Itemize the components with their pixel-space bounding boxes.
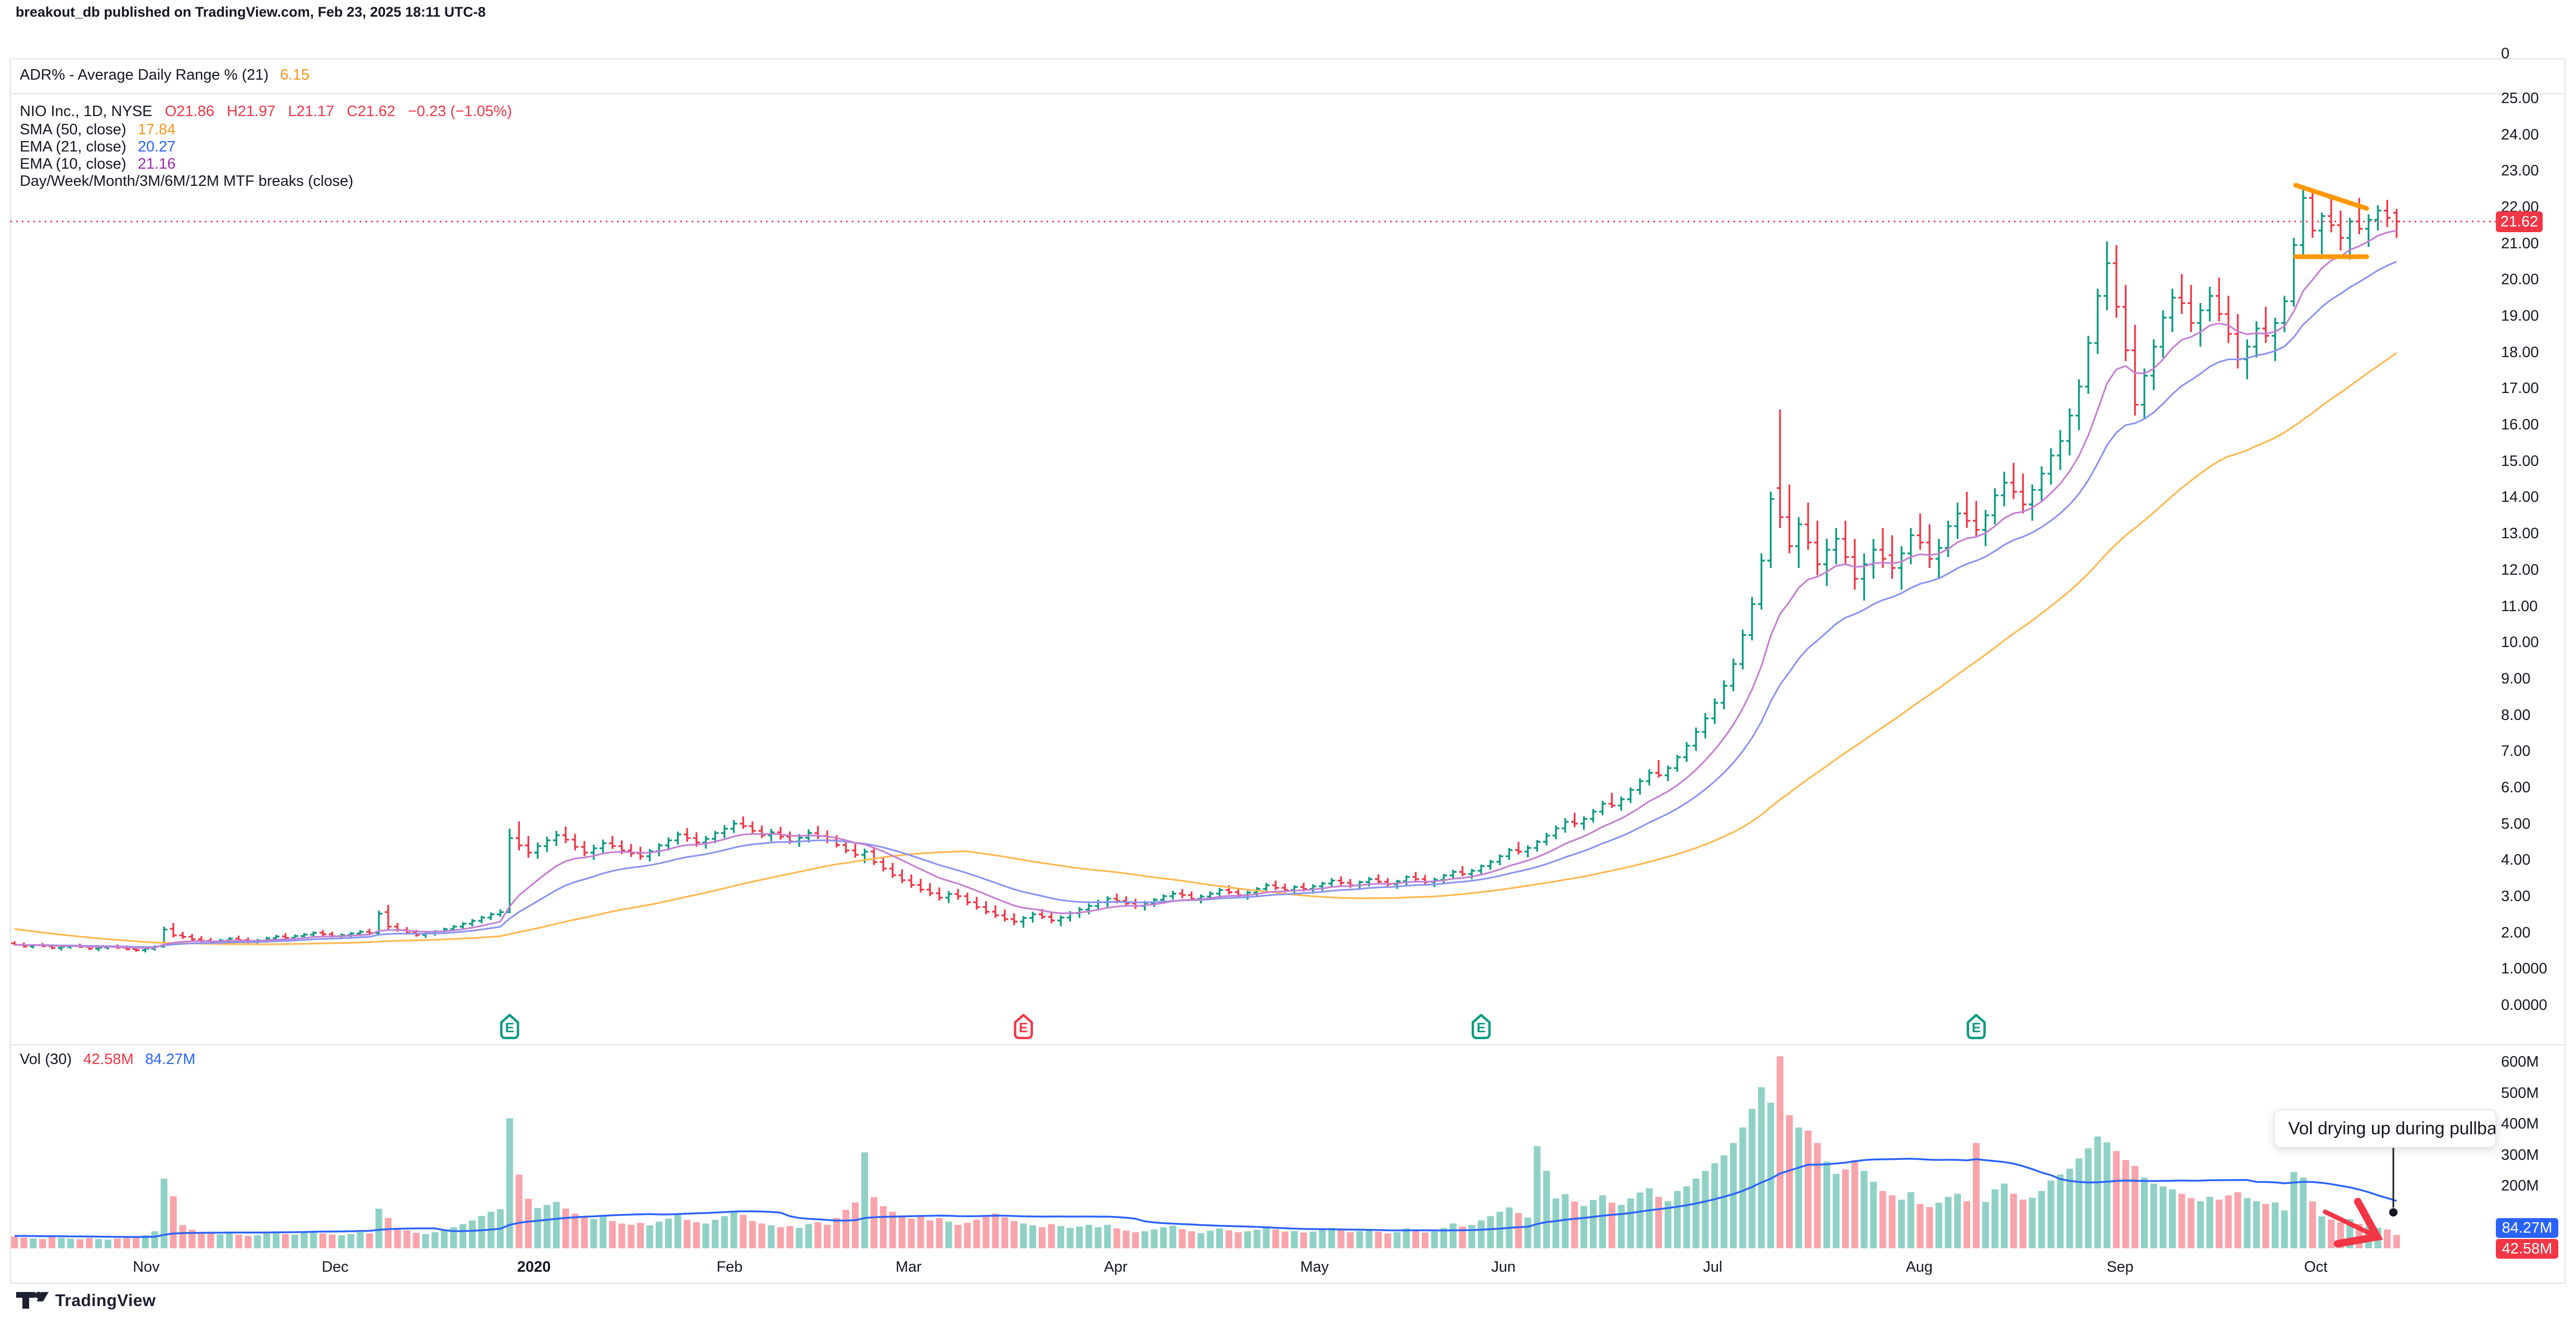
- last-price-badge[interactable]: 21.62: [2496, 211, 2543, 232]
- adr-legend: ADR% - Average Daily Range % (21) 6.15: [20, 67, 310, 84]
- wedge-upper-trendline[interactable]: [2293, 183, 2369, 211]
- price-axis-label: 7.00: [2501, 743, 2531, 760]
- price-axis-label: 20.00: [2501, 271, 2539, 288]
- volume-last-badge[interactable]: 42.58M: [2496, 1239, 2558, 1259]
- snapshot-header: breakout_db published on TradingView.com…: [16, 4, 486, 20]
- price-axis-label: 15.00: [2501, 452, 2539, 470]
- price-axis-label: 18.00: [2501, 344, 2539, 361]
- time-axis-label: Aug: [1906, 1259, 1933, 1275]
- price-axis-label: 3.00: [2501, 888, 2531, 905]
- divider-adr-price[interactable]: [10, 93, 2565, 94]
- volume-axis-label: 300M: [2501, 1146, 2539, 1163]
- tradingview-glyph: [16, 1291, 49, 1309]
- price-axis-label: 1.0000: [2501, 960, 2547, 978]
- annotation-callout[interactable]: Vol drying up during pullback: [2274, 1109, 2496, 1148]
- symbol-legend: NIO Inc., 1D, NYSE O21.86 H21.97 L21.17 …: [20, 103, 512, 120]
- svg-text:E: E: [1476, 1020, 1485, 1035]
- price-axis-label: 11.00: [2501, 598, 2538, 615]
- price-axis-label: 23.00: [2501, 162, 2539, 180]
- time-axis-label: Feb: [717, 1259, 743, 1275]
- price-axis-label: 24.00: [2501, 126, 2539, 143]
- volume-axis-label: 400M: [2501, 1116, 2539, 1132]
- price-axis-label: 0.0000: [2501, 997, 2547, 1014]
- symbol-change: −0.23 (−1.05%): [407, 103, 512, 120]
- price-axis-label: 19.00: [2501, 308, 2539, 325]
- tradingview-logo[interactable]: TradingView: [16, 1290, 156, 1311]
- adr-legend-label: ADR% - Average Daily Range % (21): [20, 67, 269, 83]
- svg-text:E: E: [505, 1020, 514, 1035]
- price-axis-label: 21.00: [2501, 235, 2539, 252]
- ema21-line[interactable]: [14, 261, 2397, 948]
- sma50-line[interactable]: [14, 352, 2398, 945]
- adr-legend-value: 6.15: [280, 67, 310, 83]
- red-arrow-drawing[interactable]: [2323, 1197, 2383, 1248]
- ema10-legend[interactable]: EMA (10, close) 21.16: [20, 156, 176, 172]
- time-axis-label: Oct: [2304, 1259, 2328, 1275]
- annotation-pointer-dot: [2389, 1208, 2398, 1217]
- divider-top: [10, 58, 2565, 59]
- adr-axis-zero: 0: [2501, 45, 2510, 62]
- price-axis-label: 17.00: [2501, 380, 2539, 397]
- volume-ma-line[interactable]: [14, 1158, 2397, 1238]
- time-axis-label: Nov: [133, 1259, 160, 1275]
- volume-legend[interactable]: Vol (30) 42.58M 84.27M: [20, 1051, 196, 1068]
- ema21-legend[interactable]: EMA (21, close) 20.27: [20, 138, 176, 155]
- earnings-marker[interactable]: E: [1967, 1014, 1986, 1040]
- volume-axis-label: 600M: [2501, 1054, 2539, 1070]
- earnings-marker[interactable]: E: [1471, 1014, 1491, 1040]
- time-axis-label: Jul: [1703, 1259, 1723, 1275]
- price-axis-label: 6.00: [2501, 779, 2531, 796]
- price-axis-label: 16.00: [2501, 416, 2539, 434]
- earnings-marker[interactable]: E: [1014, 1014, 1033, 1040]
- price-axis-label: 2.00: [2501, 924, 2531, 941]
- divider-timeaxis-bottom: [10, 1283, 2565, 1284]
- mtf-breaks-legend[interactable]: Day/Week/Month/3M/6M/12M MTF breaks (clo…: [20, 173, 353, 189]
- svg-text:E: E: [1972, 1020, 1981, 1035]
- price-bars-down: [11, 192, 2400, 952]
- chart-right-border: [2565, 58, 2566, 1284]
- volume-ma-badge[interactable]: 84.27M: [2496, 1218, 2558, 1238]
- price-axis-label: 4.00: [2501, 852, 2531, 869]
- svg-text:E: E: [1019, 1020, 1028, 1035]
- ema10-line[interactable]: [14, 230, 2397, 949]
- volume-axis-label: 500M: [2501, 1084, 2539, 1101]
- price-axis-label: 14.00: [2501, 489, 2539, 506]
- volume-axis-label: 200M: [2501, 1177, 2539, 1194]
- price-axis-label: 25.00: [2501, 90, 2539, 107]
- time-axis-label: Sep: [2107, 1259, 2134, 1275]
- price-axis-label: 12.00: [2501, 561, 2539, 578]
- divider-price-volume[interactable]: [10, 1044, 2565, 1045]
- symbol-title[interactable]: NIO Inc., 1D, NYSE: [20, 103, 152, 120]
- volume-bars: [11, 1056, 2400, 1249]
- price-axis-label: 9.00: [2501, 670, 2531, 687]
- annotation-text: Vol drying up during pullback: [2288, 1118, 2496, 1138]
- earnings-marker[interactable]: E: [500, 1014, 519, 1040]
- time-axis-label: 2020: [517, 1259, 551, 1275]
- time-axis-label: Dec: [322, 1259, 349, 1275]
- price-axis-label: 10.00: [2501, 634, 2539, 651]
- time-axis-label: Apr: [1104, 1259, 1128, 1275]
- tradingview-brand-text: TradingView: [55, 1290, 156, 1310]
- price-bars-up: [30, 187, 2381, 953]
- time-axis-label: Jun: [1491, 1259, 1516, 1275]
- time-axis-label: May: [1300, 1259, 1329, 1275]
- price-axis-label: 5.00: [2501, 815, 2531, 832]
- price-axis-label: 13.00: [2501, 525, 2539, 542]
- sma50-legend[interactable]: SMA (50, close) 17.84: [20, 121, 176, 138]
- chart-left-border: [10, 58, 11, 1284]
- time-axis-label: Mar: [896, 1259, 922, 1275]
- price-axis-label: 8.00: [2501, 706, 2531, 724]
